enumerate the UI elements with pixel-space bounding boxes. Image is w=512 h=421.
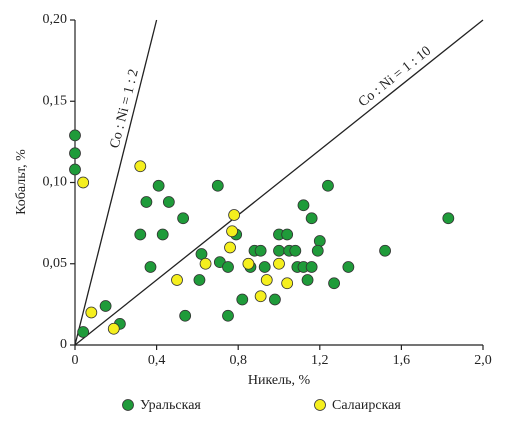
y-axis-title: Кобальт, % <box>14 149 29 215</box>
point <box>107 322 120 335</box>
point <box>162 196 175 208</box>
point <box>305 261 318 273</box>
reference-line <box>74 19 484 346</box>
legend-label: Уральская <box>140 398 201 413</box>
point <box>228 209 241 221</box>
point <box>69 129 81 142</box>
y-tick-label: 0,10 <box>43 175 68 190</box>
point <box>273 244 285 257</box>
point <box>179 309 192 322</box>
point <box>379 244 391 257</box>
point <box>281 228 294 241</box>
point <box>289 244 302 257</box>
point <box>69 147 81 160</box>
point <box>258 261 271 273</box>
point <box>69 163 81 176</box>
point <box>254 290 267 303</box>
point <box>313 235 326 247</box>
point <box>269 293 281 306</box>
point <box>140 196 153 208</box>
y-tick-label: 0,05 <box>43 256 68 271</box>
point <box>273 257 285 270</box>
point <box>281 277 294 290</box>
point <box>177 212 190 225</box>
x-tick-label: 0 <box>72 353 79 368</box>
reference-line <box>74 19 158 346</box>
point <box>134 228 147 241</box>
point <box>171 274 183 286</box>
point <box>152 179 165 192</box>
x-tick-label: 0,4 <box>148 353 166 368</box>
point <box>254 244 267 257</box>
point <box>193 274 206 286</box>
point <box>222 261 234 273</box>
point <box>222 309 234 322</box>
point <box>224 241 236 254</box>
point <box>236 293 249 306</box>
point <box>328 277 340 290</box>
point <box>144 261 157 273</box>
point <box>301 274 314 286</box>
point <box>134 160 147 173</box>
point <box>85 306 98 319</box>
point <box>99 300 112 312</box>
point <box>305 212 318 225</box>
point <box>442 212 455 225</box>
point <box>297 199 310 212</box>
legend-marker <box>314 399 326 411</box>
point <box>156 228 169 241</box>
y-tick-label: 0 <box>60 337 67 352</box>
reference-label: Co : Ni = 1 : 2 <box>108 68 142 150</box>
point <box>195 248 208 260</box>
point <box>77 176 90 189</box>
point <box>211 179 224 192</box>
x-tick-label: 0,8 <box>229 353 247 368</box>
reference-label: Co : Ni = 1 : 10 <box>356 44 434 111</box>
point <box>242 257 255 270</box>
legend-label: Салаирская <box>332 398 401 413</box>
point <box>311 244 324 257</box>
point <box>322 179 334 192</box>
x-tick-label: 1,6 <box>393 353 411 368</box>
legend-marker <box>122 399 134 411</box>
point <box>342 261 355 273</box>
y-tick-label: 0,20 <box>43 12 68 27</box>
x-tick-label: 2,0 <box>474 353 492 368</box>
y-tick-label: 0,15 <box>43 93 68 108</box>
point <box>199 257 212 270</box>
x-axis-title: Никель, % <box>248 373 311 388</box>
point <box>226 225 238 238</box>
point <box>77 326 90 338</box>
point <box>260 274 273 286</box>
x-tick-label: 1,2 <box>311 353 329 368</box>
